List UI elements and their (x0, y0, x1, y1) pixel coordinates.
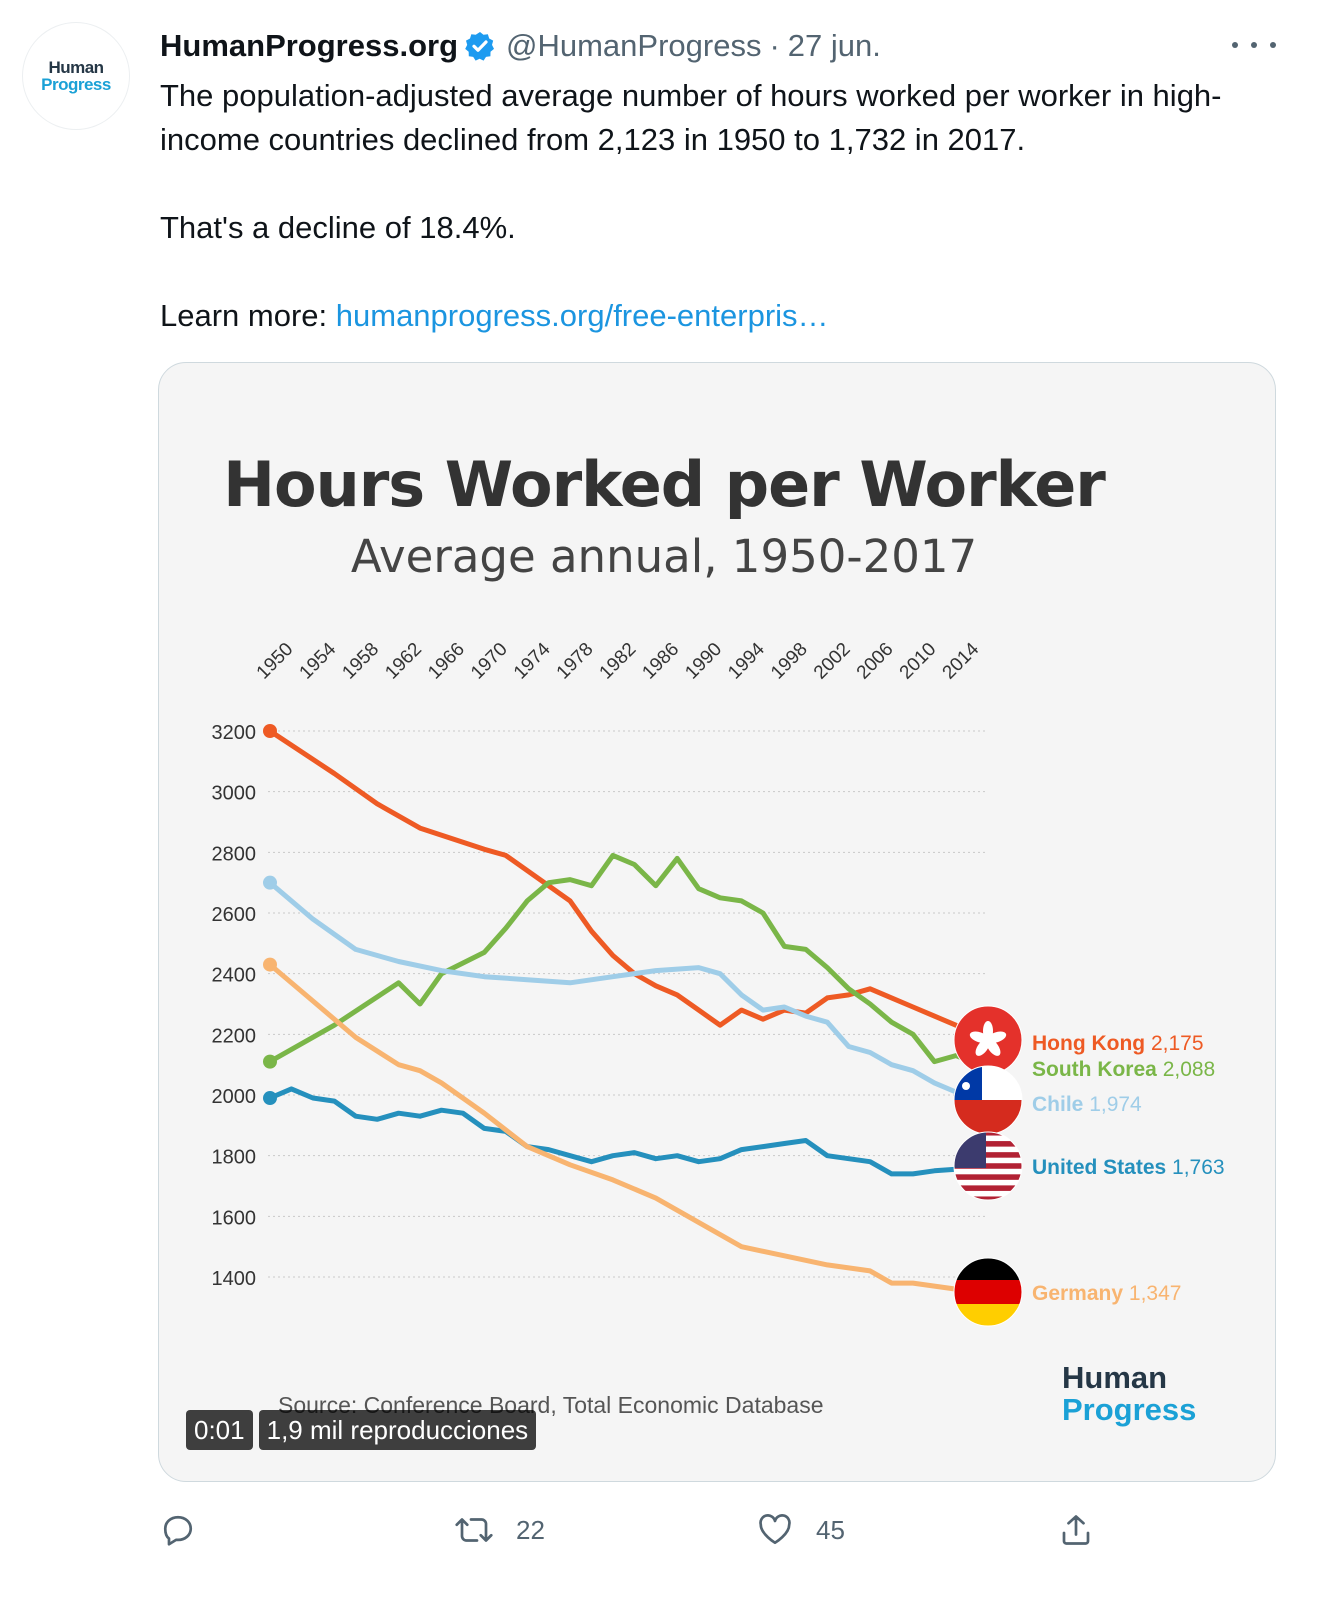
avatar[interactable]: Human Progress (22, 22, 130, 130)
avatar-text-human: Human (48, 58, 104, 77)
tweet-text-line: Learn more: humanprogress.org/free-enter… (160, 294, 1280, 338)
verified-badge-icon (465, 32, 495, 61)
retweet-action[interactable]: 22 (454, 1508, 545, 1552)
tweet-text-line: That's a decline of 18.4%. (160, 210, 516, 245)
series-end-label: Chile 1,974 (1032, 1093, 1142, 1116)
y-tick-label: 2600 (212, 904, 257, 926)
x-tick-label: 2006 (853, 639, 898, 684)
header-separator: · (769, 28, 780, 63)
reply-icon[interactable] (160, 1512, 196, 1548)
video-time: 0:01 (186, 1410, 253, 1450)
author-name[interactable]: HumanProgress.org (160, 28, 459, 63)
tweet-text-line: The population-adjusted average number o… (160, 78, 1222, 157)
series-start-point (263, 724, 277, 738)
y-tick-label: 3200 (212, 722, 257, 744)
x-tick-label: 1950 (253, 639, 298, 684)
tweet-date[interactable]: 27 jun. (787, 28, 881, 63)
y-tick-label: 2400 (212, 965, 257, 987)
x-tick-label: 1982 (596, 639, 641, 684)
x-tick-label: 1962 (381, 639, 426, 684)
x-tick-label: 1990 (681, 639, 726, 684)
x-tick-label: 2002 (810, 639, 855, 684)
tweet-text: The population-adjusted average number o… (160, 74, 1280, 338)
share-action[interactable] (1058, 1508, 1094, 1552)
y-tick-label: 2000 (212, 1086, 257, 1108)
series-end-label: United States 1,763 (1032, 1156, 1225, 1179)
y-tick-label: 1600 (212, 1207, 257, 1229)
x-tick-label: 1970 (467, 639, 512, 684)
retweet-count: 22 (516, 1514, 545, 1545)
x-tick-label: 1958 (338, 639, 383, 684)
series-end-label: Hong Kong 2,175 (1032, 1032, 1204, 1055)
video-views: 1,9 mil reproducciones (258, 1410, 537, 1450)
germany-flag-icon (953, 1257, 1023, 1327)
y-tick-label: 2200 (212, 1025, 257, 1047)
hong-kong-flag-icon (953, 1005, 1023, 1075)
series-line (267, 962, 991, 1296)
more-icon[interactable] (1232, 30, 1276, 60)
logo-text-progress: Progress (1062, 1392, 1197, 1427)
series-line (267, 728, 991, 1045)
learn-more-label: Learn more: (160, 298, 328, 333)
chart-title: Hours Worked per Worker (223, 448, 1106, 521)
video-media[interactable] (158, 362, 1276, 1482)
series-line (267, 880, 991, 1106)
humanprogress-logo: Human Progress (1062, 1362, 1196, 1426)
series-start-point (263, 1091, 277, 1106)
tweet-header: HumanProgress.org @HumanProgress · 27 ju… (160, 26, 881, 66)
avatar-text-progress: Progress (41, 75, 111, 94)
tweet-link[interactable]: humanprogress.org/free-enterpris… (335, 298, 829, 333)
like-icon[interactable] (756, 1512, 794, 1548)
x-tick-label: 1974 (510, 638, 555, 683)
us-flag-icon (953, 1131, 1023, 1201)
y-tick-label: 2800 (212, 843, 257, 865)
series-line (267, 1086, 991, 1177)
share-icon[interactable] (1058, 1512, 1094, 1548)
reply-action[interactable] (160, 1508, 218, 1552)
like-count: 45 (816, 1514, 845, 1545)
x-tick-label: 2014 (939, 638, 984, 683)
y-tick-label: 3000 (212, 783, 257, 805)
series-start-point (263, 1054, 277, 1069)
x-tick-label: 1998 (767, 639, 812, 684)
series-start-point (263, 875, 277, 890)
series-end-label: Germany 1,347 (1032, 1282, 1181, 1305)
y-tick-label: 1800 (212, 1147, 257, 1169)
retweet-icon[interactable] (454, 1512, 494, 1548)
series-end-label: South Korea 2,088 (1032, 1058, 1215, 1081)
x-tick-label: 2010 (896, 639, 941, 684)
x-tick-label: 1966 (424, 639, 469, 684)
logo-text-human: Human (1062, 1360, 1168, 1395)
author-handle[interactable]: @HumanProgress (506, 28, 762, 63)
x-tick-label: 1994 (724, 638, 769, 683)
x-tick-label: 1986 (638, 639, 683, 684)
series-line (267, 852, 991, 1071)
x-tick-label: 1954 (296, 638, 341, 683)
chile-flag-icon (953, 1065, 1023, 1135)
x-tick-label: 1978 (553, 639, 598, 684)
series-start-point (263, 957, 277, 972)
y-tick-label: 1400 (212, 1268, 257, 1290)
like-action[interactable]: 45 (756, 1508, 845, 1552)
video-badges: 0:01 1,9 mil reproducciones (186, 1410, 537, 1450)
chart-subtitle: Average annual, 1950-2017 (350, 530, 978, 583)
